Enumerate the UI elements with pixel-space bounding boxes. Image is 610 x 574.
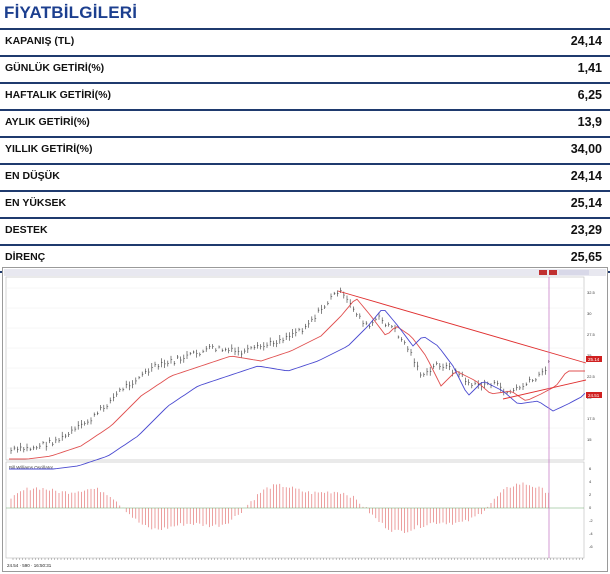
oscillator-title: Bill Williams Oscillator [9, 465, 54, 470]
row-value: 34,00 [570, 142, 602, 156]
oscillator-axis-tick: 4 [589, 479, 592, 484]
row-value: 24,14 [570, 34, 602, 48]
chart-toolbar[interactable] [4, 269, 606, 276]
oscillator-axis-tick: -2 [589, 518, 593, 523]
price-axis-tick: 30 [587, 311, 592, 316]
toolbar-button[interactable] [549, 270, 557, 275]
moving-average-long [9, 309, 586, 470]
row-label: KAPANIŞ (TL) [5, 35, 75, 47]
price-tag-text: 24.51 [588, 393, 600, 398]
chart-canvas[interactable]: 32.5 30 27.5 25 22.5 2 0 17.5 15 6 4 2 0 -2 -4 -6 Bill… [3, 268, 607, 571]
row-value: 25,14 [570, 196, 602, 210]
moving-average-short [9, 298, 585, 460]
table-row: AYLIK GETİRİ(%) 13,9 [0, 109, 610, 136]
price-axis-tick: 15 [587, 437, 592, 442]
table-row: KAPANIŞ (TL) 24,14 [0, 28, 610, 55]
resistance-trendline [337, 290, 587, 364]
price-axis-tick: 17.5 [587, 416, 596, 421]
price-axis-tick: 27.5 [587, 332, 596, 337]
row-label: YILLIK GETİRİ(%) [5, 143, 93, 155]
oscillator-axis-tick: 2 [589, 492, 592, 497]
price-tag-resistance [586, 356, 602, 362]
row-label: HAFTALIK GETİRİ(%) [5, 89, 111, 101]
price-info-table: KAPANIŞ (TL) 24,14 GÜNLÜK GETİRİ(%) 1,41 H… [0, 28, 610, 273]
chart-footer-status: 24.54 · 590 · 16:50:31 [7, 563, 52, 568]
oscillator-axis-tick: 0 [589, 505, 592, 510]
price-axis-tick: 25 [587, 353, 592, 358]
row-label: AYLIK GETİRİ(%) [5, 116, 90, 128]
toolbar-button[interactable] [559, 270, 589, 275]
row-label: EN YÜKSEK [5, 197, 67, 209]
row-value: 6,25 [577, 88, 602, 102]
chart-grid [6, 287, 584, 449]
oscillator-panel [5, 461, 585, 559]
price-axis-tick: 22.5 [587, 374, 596, 379]
table-row: DESTEK 23,29 [0, 217, 610, 244]
row-label: DESTEK [5, 224, 48, 236]
table-row: EN YÜKSEK 25,14 [0, 190, 610, 217]
table-row: GÜNLÜK GETİRİ(%) 1,41 [0, 55, 610, 82]
row-label: EN DÜŞÜK [5, 170, 60, 182]
row-label: GÜNLÜK GETİRİ(%) [5, 62, 105, 74]
row-value: 1,41 [577, 61, 602, 75]
price-bars [10, 287, 550, 454]
row-label: DİRENÇ [5, 251, 46, 263]
row-value: 13,9 [577, 115, 602, 129]
row-value: 23,29 [570, 223, 602, 237]
toolbar-button[interactable] [539, 270, 547, 275]
time-axis [12, 558, 583, 560]
table-row: YILLIK GETİRİ(%) 34,00 [0, 136, 610, 163]
page-title: FİYATBİLGİLERİ [4, 3, 138, 22]
oscillator-axis-tick: 6 [589, 466, 592, 471]
oscillator-axis-tick: -6 [589, 544, 593, 549]
oscillator-axis-tick: -4 [589, 531, 593, 536]
row-value: 24,14 [570, 169, 602, 183]
table-row: EN DÜŞÜK 24,14 [0, 163, 610, 190]
price-tag-text: 25.14 [588, 357, 600, 362]
stock-chart[interactable]: 32.5 30 27.5 25 22.5 2 0 17.5 15 6 4 2 0 -2 -4 -6 Bill… [2, 267, 608, 572]
price-panel [5, 276, 585, 461]
row-value: 25,65 [570, 250, 602, 264]
support-trendline [502, 379, 587, 400]
oscillator-bars [10, 482, 549, 533]
table-row: HAFTALIK GETİRİ(%) 6,25 [0, 82, 610, 109]
price-axis-tick: 32.5 [587, 290, 596, 295]
oscillator-axis: 6 4 2 0 -2 -4 -6 [589, 466, 593, 549]
price-tag-support [586, 392, 602, 398]
